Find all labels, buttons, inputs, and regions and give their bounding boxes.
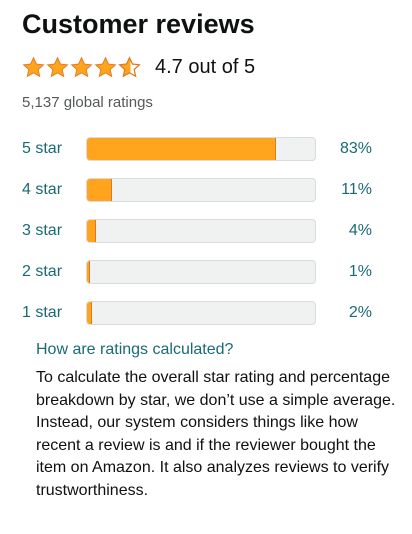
histogram-bar-fill bbox=[87, 261, 91, 283]
histogram-percent[interactable]: 11% bbox=[341, 181, 372, 198]
histogram-label[interactable]: 2 star bbox=[22, 263, 63, 280]
histogram-bar[interactable] bbox=[86, 178, 316, 202]
histogram-label[interactable]: 5 star bbox=[22, 140, 63, 157]
histogram-bar-fill bbox=[87, 220, 97, 242]
star-full-icon bbox=[70, 56, 93, 77]
star-full-icon bbox=[46, 56, 69, 77]
histogram-bar[interactable] bbox=[86, 219, 316, 243]
how-ratings-calculated-link[interactable]: How are ratings calculated? bbox=[36, 341, 234, 358]
histogram-percent[interactable]: 1% bbox=[348, 263, 372, 280]
star-half-icon bbox=[118, 55, 141, 78]
histogram-label[interactable]: 1 star bbox=[22, 304, 63, 321]
histogram-bar-fill bbox=[87, 138, 277, 160]
histogram-row-2-star[interactable]: 2 star 1% bbox=[22, 258, 372, 286]
histogram-label[interactable]: 3 star bbox=[22, 222, 63, 239]
histogram-row-4-star[interactable]: 4 star 11% bbox=[22, 176, 372, 204]
rating-summary[interactable]: 4.7 out of 5 bbox=[22, 52, 255, 82]
histogram-percent[interactable]: 4% bbox=[348, 222, 372, 239]
star-full-icon bbox=[94, 56, 117, 77]
rating-text: 4.7 out of 5 bbox=[155, 56, 256, 78]
global-ratings-count: 5,137 global ratings bbox=[22, 94, 153, 111]
histogram-bar[interactable] bbox=[86, 137, 316, 161]
star-full-icon bbox=[22, 56, 45, 77]
histogram-bar[interactable] bbox=[86, 301, 316, 325]
star-rating bbox=[22, 55, 141, 79]
histogram-row-3-star[interactable]: 3 star 4% bbox=[22, 217, 372, 245]
histogram-percent[interactable]: 2% bbox=[348, 304, 372, 321]
histogram-bar[interactable] bbox=[86, 260, 316, 284]
histogram-row-1-star[interactable]: 1 star 2% bbox=[22, 299, 372, 327]
reviews-title: Customer reviews bbox=[22, 9, 255, 39]
histogram-percent[interactable]: 83% bbox=[339, 140, 372, 157]
histogram-bar-fill bbox=[87, 302, 92, 324]
histogram-bar-fill bbox=[87, 179, 113, 201]
ratings-explanation-text: To calculate the overall star rating and… bbox=[36, 369, 396, 499]
histogram-row-5-star[interactable]: 5 star 83% bbox=[22, 135, 372, 163]
histogram-label[interactable]: 4 star bbox=[22, 181, 63, 198]
